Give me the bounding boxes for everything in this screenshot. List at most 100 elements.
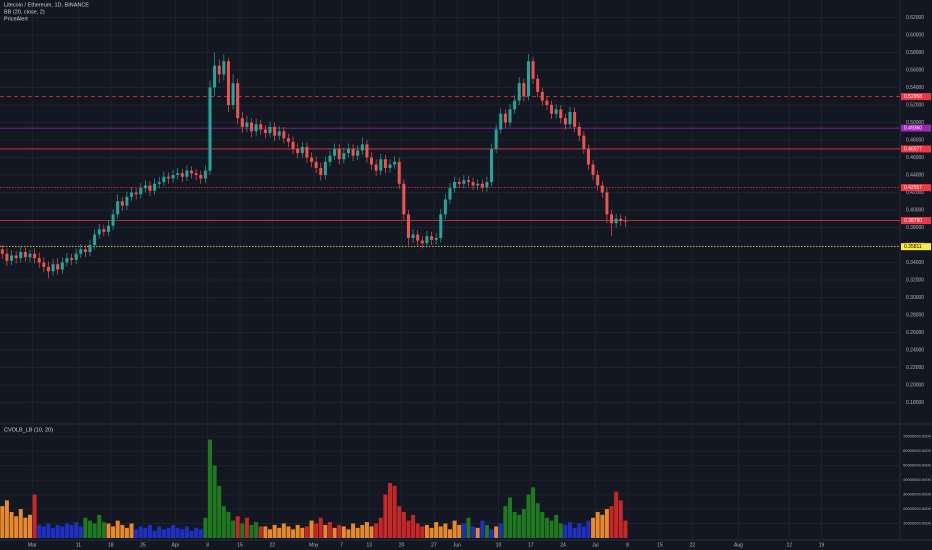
x-tick-label: 13 (366, 542, 372, 548)
candle-body (462, 180, 466, 184)
volume-bar (152, 530, 157, 538)
volume-bar (327, 522, 332, 538)
volume-bar (212, 465, 217, 538)
candle-body (545, 100, 549, 105)
candle-body (120, 201, 124, 206)
price-level-label: 0.46977 (904, 146, 922, 152)
volume-bar (507, 497, 512, 538)
candle-body (457, 182, 461, 184)
volume-bar (337, 524, 342, 538)
volume-tick-label: 50000000.0000 (903, 463, 932, 468)
volume-bar (92, 523, 97, 538)
volume-bar (378, 517, 383, 538)
y-tick-label: 0.52000 (906, 102, 924, 108)
candle-body (430, 236, 434, 240)
x-tick-label: Apr (171, 542, 179, 548)
candle-body (490, 148, 494, 182)
candle-body (60, 262, 64, 270)
candle-body (476, 183, 480, 186)
candle-body (268, 126, 272, 133)
volume-bar (526, 494, 531, 538)
volume-bar (101, 522, 106, 538)
volume-bar (457, 524, 462, 538)
candle-body (619, 218, 623, 221)
candle-body (74, 253, 78, 260)
candle-body (416, 234, 420, 241)
candle-body (190, 170, 194, 174)
volume-bar (184, 526, 189, 538)
x-tick-label: Jul (592, 542, 598, 548)
candle-body (226, 61, 230, 105)
y-tick-label: 0.30000 (906, 295, 924, 301)
volume-bar (332, 527, 337, 538)
y-tick-label: 0.44000 (906, 172, 924, 178)
volume-bar (452, 520, 457, 538)
candle-body (573, 112, 577, 127)
x-tick-label: Aug (734, 542, 743, 548)
volume-bar (600, 514, 605, 538)
volume-bar (461, 523, 466, 538)
candle-body (263, 129, 267, 133)
volume-bar (618, 500, 623, 538)
candle-body (203, 170, 207, 179)
volume-bar (235, 516, 240, 538)
volume-bar (240, 523, 245, 538)
price-level-label: 0.52958 (904, 94, 922, 100)
x-tick-label: 10 (496, 542, 502, 548)
volume-bar (27, 514, 32, 538)
candle-body (591, 164, 595, 175)
candle-body (563, 118, 567, 125)
volume-bar (443, 523, 448, 538)
candle-body (65, 258, 69, 263)
volume-bar (51, 527, 56, 538)
candle-body (236, 83, 240, 119)
price-level-tag (901, 184, 931, 192)
volume-bar (231, 520, 236, 538)
candle-body (526, 61, 530, 97)
candle-body (194, 173, 198, 175)
volume-bar (531, 487, 536, 538)
x-tick-label: 27 (431, 542, 437, 548)
candle-body (259, 124, 263, 130)
volume-bar (609, 506, 614, 538)
candle-body (503, 113, 507, 123)
volume-bar (563, 524, 568, 538)
candle-body (162, 176, 166, 182)
volume-bar (309, 520, 314, 538)
candle-body (360, 144, 364, 151)
candle-body (33, 253, 37, 259)
x-tick-label: Jun (453, 542, 461, 548)
candle-body (56, 264, 60, 270)
volume-bar (341, 526, 346, 538)
candle-body (240, 118, 244, 127)
x-tick-label: 17 (528, 542, 534, 548)
candle-body (328, 155, 332, 162)
price-level-label: 0.42557 (904, 185, 922, 191)
volume-bar (300, 527, 305, 538)
volume-tick-label: 10000000.0000 (903, 521, 932, 526)
candle-body (250, 122, 254, 132)
candle-body (277, 131, 281, 136)
volume-bar (540, 511, 545, 538)
candle-body (28, 253, 32, 258)
volume-bar (32, 494, 37, 538)
candle-body (540, 91, 544, 101)
price-level-tag (901, 243, 931, 251)
candle-body (582, 135, 586, 149)
volume-bar (586, 520, 591, 538)
candle-body (443, 199, 447, 215)
candle-body (406, 214, 410, 238)
candle-body (346, 148, 350, 154)
volume-bar (221, 506, 226, 538)
candle-body (466, 180, 470, 182)
candle-body (577, 126, 581, 136)
marks (0, 52, 900, 538)
candle-body (148, 185, 152, 191)
candle-body (37, 258, 41, 263)
volume-bar (484, 524, 489, 538)
volume-bar (258, 526, 263, 538)
volume-bar (97, 514, 102, 538)
y-tick-label: 0.60000 (906, 32, 924, 38)
candle-body (393, 161, 397, 165)
volume-bar (466, 517, 471, 538)
